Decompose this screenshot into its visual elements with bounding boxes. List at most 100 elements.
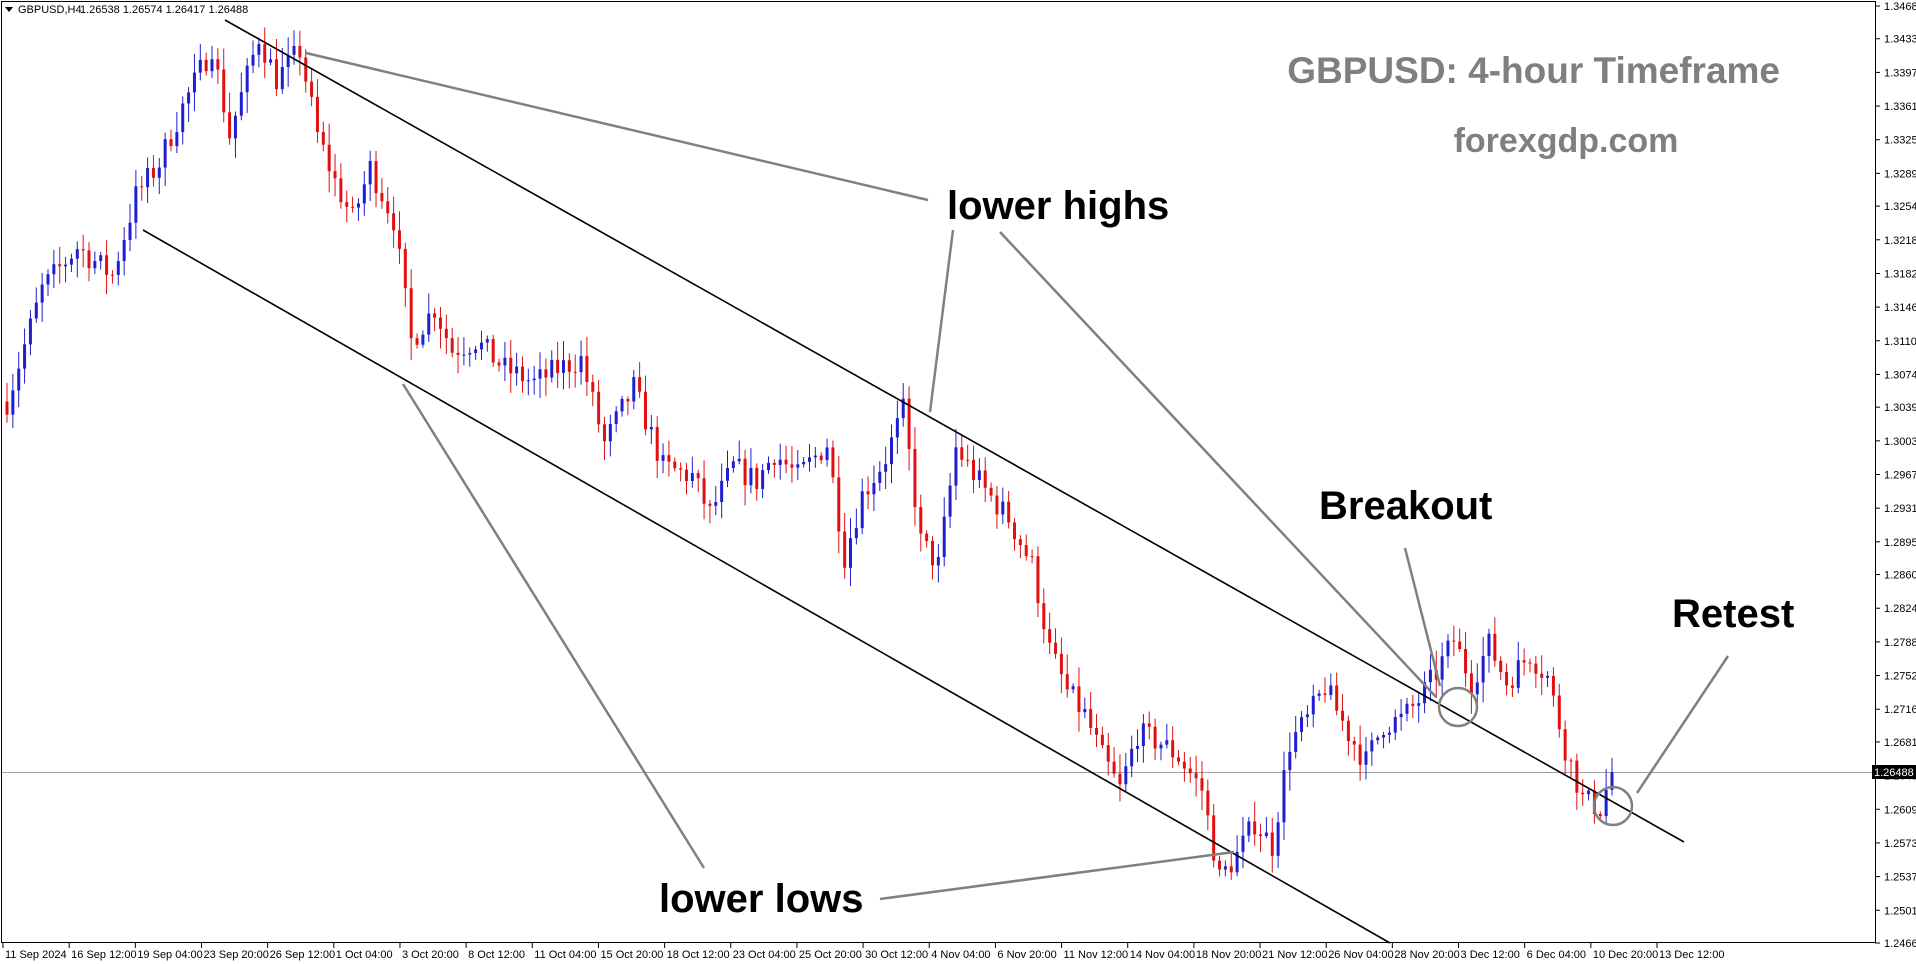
candle bbox=[438, 306, 442, 349]
candle bbox=[81, 234, 85, 268]
candle bbox=[907, 386, 911, 471]
price-tick-label: 1.24660 bbox=[1884, 938, 1916, 950]
candle bbox=[269, 48, 273, 66]
price-tick-label: 1.33250 bbox=[1884, 135, 1916, 147]
candle bbox=[1218, 855, 1222, 877]
candle bbox=[626, 396, 630, 416]
candle bbox=[825, 438, 829, 467]
time-tick-label: 4 Nov 04:00 bbox=[931, 949, 990, 961]
price-tick-label: 1.33970 bbox=[1884, 67, 1916, 79]
candle bbox=[1177, 750, 1181, 766]
pointer-lower-high-3 bbox=[999, 231, 1437, 698]
candle bbox=[860, 478, 864, 535]
candle bbox=[28, 309, 32, 356]
candle bbox=[532, 365, 536, 395]
time-axis[interactable]: 11 Sep 2024 16 Sep 12:00 19 Sep 04:00 23 Se… bbox=[2, 943, 1724, 961]
candle bbox=[1253, 801, 1257, 846]
candle bbox=[854, 508, 858, 545]
candle bbox=[339, 163, 343, 209]
time-tick-label: 18 Oct 12:00 bbox=[667, 949, 730, 961]
menu-triangle-icon[interactable] bbox=[5, 7, 13, 12]
candle bbox=[1452, 625, 1456, 657]
candle bbox=[884, 446, 888, 490]
candle bbox=[966, 444, 970, 467]
price-tick-label: 1.33610 bbox=[1884, 101, 1916, 113]
candle bbox=[1423, 671, 1427, 714]
time-tick-label: 13 Dec 12:00 bbox=[1659, 949, 1724, 961]
candle bbox=[1522, 648, 1526, 676]
candle bbox=[1247, 816, 1251, 843]
candle bbox=[1464, 631, 1468, 688]
candle bbox=[796, 450, 800, 480]
retest-circle bbox=[1592, 785, 1634, 827]
candle bbox=[573, 354, 577, 388]
candle bbox=[1130, 735, 1134, 778]
ohlc-readout: 1.26538 1.26574 1.26417 1.26488 bbox=[80, 4, 248, 16]
lower-channel-trendline[interactable] bbox=[142, 229, 1391, 944]
time-tick-label: 11 Nov 12:00 bbox=[1064, 949, 1129, 961]
trendlines[interactable] bbox=[142, 19, 1685, 944]
candle bbox=[397, 211, 401, 265]
candle bbox=[468, 347, 472, 367]
candle bbox=[901, 383, 905, 427]
candle bbox=[766, 456, 770, 474]
candle bbox=[1165, 723, 1169, 749]
price-tick-label: 1.34330 bbox=[1884, 34, 1916, 46]
candle bbox=[1036, 546, 1040, 618]
candle bbox=[1505, 663, 1509, 696]
candle bbox=[1352, 736, 1356, 761]
candle bbox=[720, 463, 724, 519]
candle bbox=[462, 337, 466, 366]
candle bbox=[925, 530, 929, 548]
candle bbox=[374, 150, 378, 208]
time-tick-label: 18 Nov 20:00 bbox=[1196, 949, 1261, 961]
candle bbox=[315, 79, 319, 143]
candle bbox=[1335, 672, 1339, 716]
candle bbox=[169, 129, 173, 152]
price-tick-label: 1.32890 bbox=[1884, 168, 1916, 180]
price-tick-label: 1.27160 bbox=[1884, 704, 1916, 716]
candle bbox=[1370, 732, 1374, 766]
upper-channel-trendline[interactable] bbox=[224, 19, 1685, 843]
candle bbox=[784, 445, 788, 474]
candle bbox=[761, 464, 765, 499]
candle bbox=[1212, 804, 1216, 868]
candle bbox=[1106, 732, 1110, 776]
candle bbox=[1323, 677, 1327, 703]
price-tick-label: 1.28600 bbox=[1884, 570, 1916, 582]
candle bbox=[327, 123, 331, 193]
candle bbox=[192, 53, 196, 112]
current-price-value: 1.26488 bbox=[1874, 767, 1914, 779]
candle bbox=[427, 293, 431, 342]
price-tick-label: 1.26810 bbox=[1884, 737, 1916, 749]
price-tick-label: 1.31100 bbox=[1884, 336, 1916, 348]
price-tick-label: 1.28950 bbox=[1884, 537, 1916, 549]
price-tick-label: 1.29670 bbox=[1884, 470, 1916, 482]
candle bbox=[1440, 642, 1444, 695]
candle bbox=[597, 379, 601, 433]
candle bbox=[1223, 860, 1227, 877]
time-tick-label: 26 Nov 04:00 bbox=[1328, 949, 1393, 961]
candle bbox=[1399, 699, 1403, 731]
candle bbox=[239, 72, 243, 121]
candle bbox=[1311, 684, 1315, 728]
candle bbox=[1206, 779, 1210, 831]
candle bbox=[667, 440, 671, 477]
price-tick-label: 1.25730 bbox=[1884, 838, 1916, 850]
candle bbox=[52, 249, 56, 288]
price-axis[interactable]: 1.34680 1.34330 1.33970 1.33610 1.33250 1.328… bbox=[1875, 1, 1916, 950]
candle bbox=[1194, 755, 1198, 797]
time-tick-label: 1 Oct 04:00 bbox=[336, 949, 393, 961]
candle bbox=[1305, 705, 1309, 728]
candle bbox=[983, 457, 987, 503]
candle bbox=[263, 27, 267, 79]
candle bbox=[643, 375, 647, 436]
candle bbox=[228, 92, 232, 145]
candle bbox=[1182, 751, 1186, 782]
candle bbox=[444, 314, 448, 354]
candle bbox=[1428, 654, 1432, 702]
time-tick-label: 3 Dec 12:00 bbox=[1461, 949, 1520, 961]
candle bbox=[34, 287, 38, 323]
candle bbox=[368, 150, 372, 202]
